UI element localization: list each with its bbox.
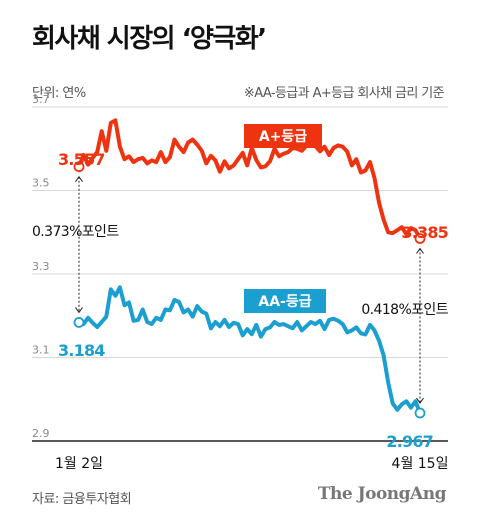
chart-note: ※AA-등급과 A+등급 회사채 금리 기준 (243, 86, 445, 101)
y-tick-label: 3.5 (32, 177, 50, 190)
start-point-marker (73, 161, 85, 173)
legend-tag-label: A+등급 (259, 129, 307, 145)
series-line-aa-minus (77, 285, 422, 415)
start-point-marker (73, 317, 85, 328)
y-tick-label: 2.9 (32, 427, 50, 440)
gap-arrow-down (416, 397, 424, 404)
source-label: 자료: 금융투자협회 (32, 492, 132, 507)
y-tick-label: 3.1 (32, 344, 50, 357)
gap-arrow-down (75, 307, 83, 314)
legend-tag-label: AA-등급 (258, 294, 311, 310)
brand-logo: The JoongAng (317, 484, 447, 504)
gap-annotation-start: 0.373%포인트 (32, 224, 119, 240)
unit-label: 단위: 연% (32, 86, 86, 101)
legend-tag-aa-minus: AA-등급 (244, 289, 326, 313)
legend-tag-a-plus: A+등급 (244, 124, 322, 148)
y-tick-label: 3.7 (32, 93, 50, 106)
end-value-label: 3.385 (401, 223, 448, 242)
gap-arrow-up (416, 247, 424, 254)
x-tick-label: 1월 2일 (55, 456, 103, 472)
end-value-label: 2.967 (386, 432, 433, 451)
end-point-marker (414, 407, 426, 419)
end-point-marker (414, 233, 426, 244)
series-line-a-plus (77, 118, 422, 241)
legend-tag-bg (244, 289, 326, 313)
page-title: 회사채 시장의 ‘양극화’ (32, 24, 267, 54)
y-tick-label: 3.3 (32, 260, 50, 273)
start-value-label: 3.184 (58, 341, 105, 360)
start-value-label: 3.557 (58, 150, 105, 169)
x-tick-label: 4월 15일 (392, 456, 449, 472)
gap-annotation-end: 0.418%포인트 (361, 302, 448, 318)
gap-arrow-up (75, 175, 83, 182)
legend-tag-bg (244, 124, 322, 148)
